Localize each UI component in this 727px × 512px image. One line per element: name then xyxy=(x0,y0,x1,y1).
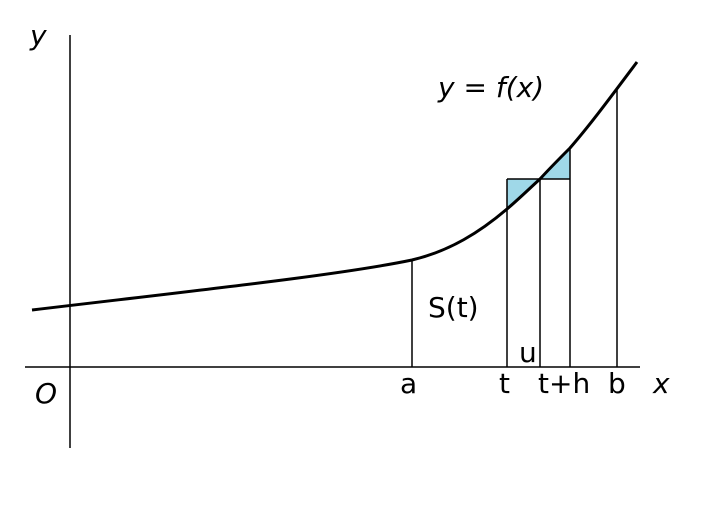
b-label: b xyxy=(608,367,626,400)
area-label: S(t) xyxy=(428,291,479,324)
x-axis-label: x xyxy=(652,367,670,400)
curve-f xyxy=(31,61,639,312)
t-label: t xyxy=(499,367,510,400)
u-label: u xyxy=(519,336,537,369)
a-label: a xyxy=(400,367,417,400)
t-plus-h-label: t+h xyxy=(538,367,590,400)
curve-label: y = f(x) xyxy=(437,71,544,104)
y-axis-label: y xyxy=(29,19,47,52)
origin-label: O xyxy=(35,377,57,410)
